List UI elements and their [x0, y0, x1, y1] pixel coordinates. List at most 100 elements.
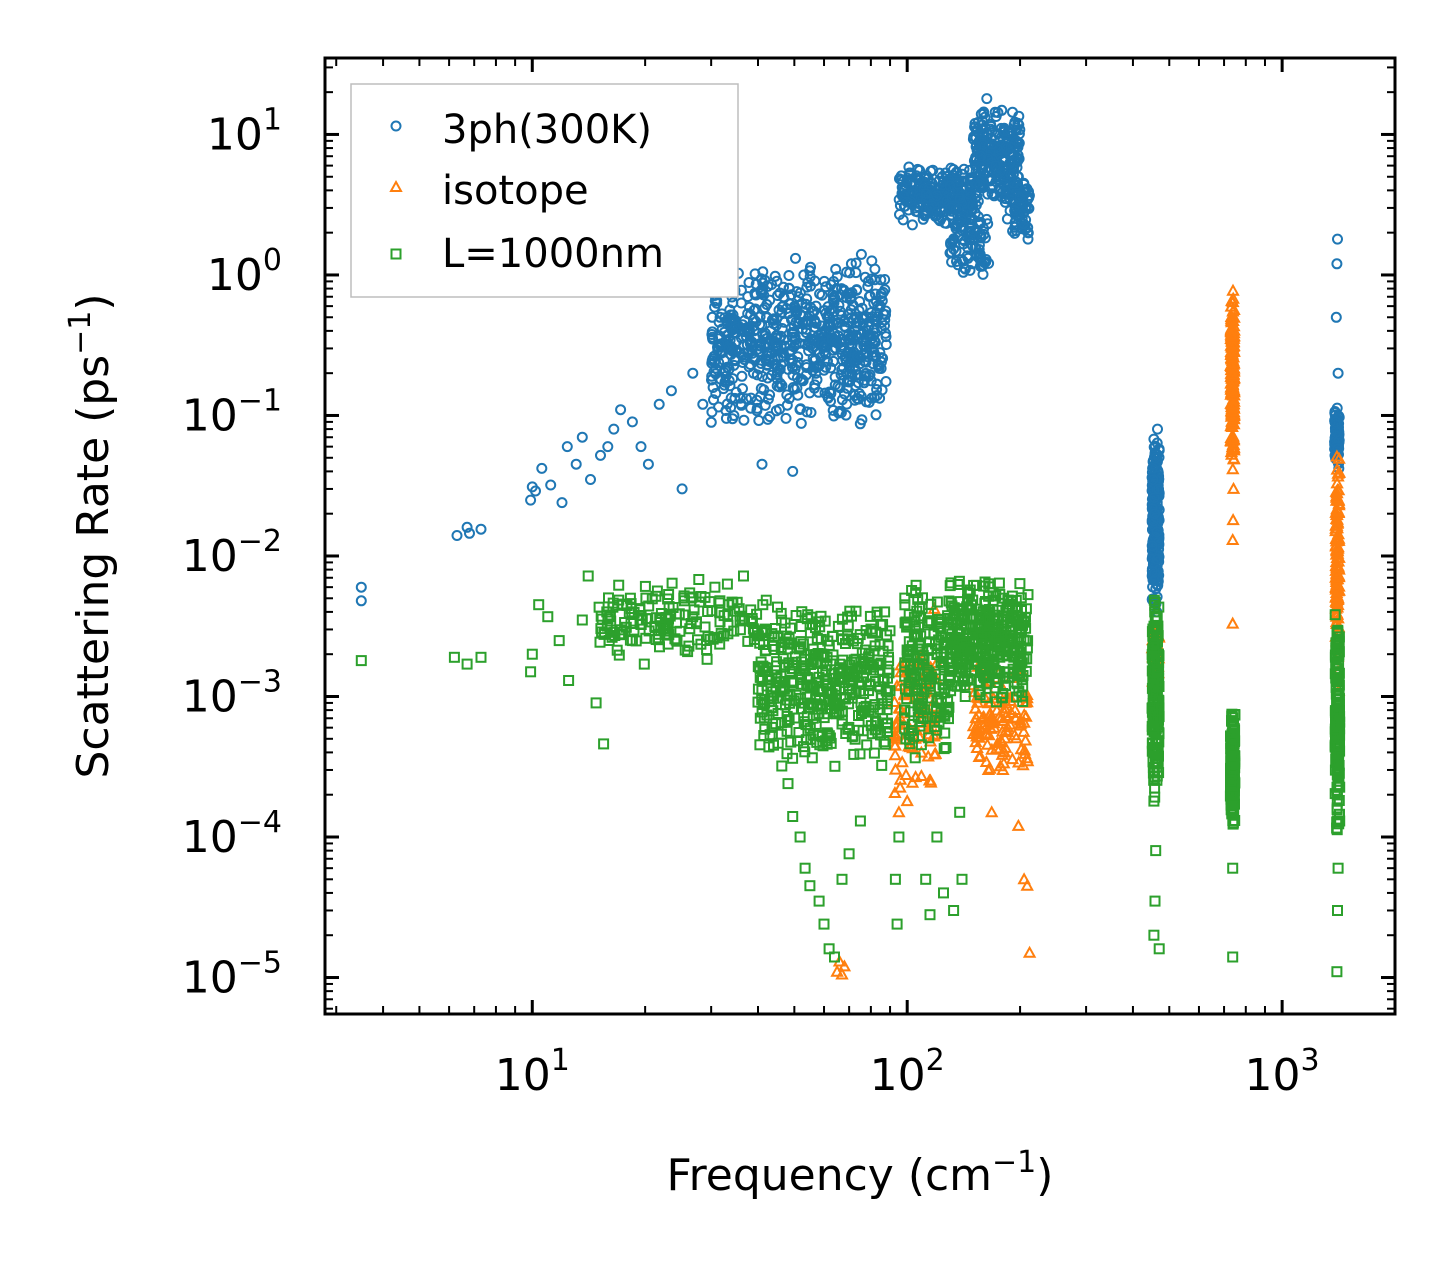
- point-circle-1353: [1004, 194, 1016, 206]
- point-circle-1701: [355, 595, 367, 607]
- point-circle-1708: [530, 485, 541, 497]
- point-circle-661: [801, 319, 813, 330]
- point-square-497: [852, 632, 864, 644]
- point-circle-1700: [355, 581, 367, 593]
- point-square-51: [692, 634, 703, 646]
- point-square-142: [691, 618, 702, 630]
- point-circle-631: [778, 351, 789, 363]
- point-circle-675: [814, 348, 825, 360]
- point-square-1674: [1227, 951, 1239, 963]
- point-circle-588: [755, 286, 767, 298]
- point-triangle-181: [1021, 754, 1035, 767]
- point-circle-1729: [714, 311, 726, 323]
- point-circle-1291: [978, 169, 990, 181]
- point-triangle-545: [1329, 511, 1344, 524]
- point-triangle-404: [1226, 437, 1241, 450]
- point-triangle-398: [1226, 462, 1240, 475]
- point-circle-465: [786, 314, 797, 326]
- point-square-490: [771, 660, 783, 672]
- point-square-579: [758, 712, 770, 724]
- point-triangle-582: [1017, 872, 1031, 885]
- point-circle-1764: [965, 218, 977, 230]
- point-circle-692: [752, 343, 763, 355]
- point-square-339: [829, 760, 841, 772]
- point-circle-685: [830, 283, 842, 295]
- point-square-44: [721, 578, 733, 590]
- point-circle-1206: [985, 118, 997, 130]
- point-circle-912: [902, 174, 914, 186]
- point-square-545: [830, 680, 842, 692]
- point-square-336: [779, 637, 791, 648]
- point-circle-676: [769, 270, 781, 282]
- point-square-1629: [563, 675, 575, 686]
- point-circle-690: [737, 383, 748, 395]
- point-triangle-186: [1018, 746, 1032, 759]
- point-circle-1714: [576, 431, 588, 443]
- point-square-502: [845, 676, 857, 688]
- x-tick-label-1: 102: [870, 1043, 945, 1101]
- point-square-491: [754, 637, 766, 649]
- point-circle-351: [770, 405, 782, 417]
- point-square-1662: [893, 831, 905, 843]
- point-square-330: [781, 748, 793, 760]
- point-circle-536: [822, 391, 834, 403]
- point-triangle-161: [1009, 731, 1023, 744]
- point-circle-512: [729, 392, 741, 404]
- point-square-1665: [931, 831, 943, 843]
- point-square-564: [860, 700, 872, 712]
- point-circle-1603: [1146, 545, 1158, 556]
- point-circle-538: [836, 310, 847, 321]
- point-square-532: [843, 698, 855, 710]
- point-triangle-335: [1227, 451, 1241, 464]
- point-square-521: [836, 613, 848, 625]
- point-circle-1731: [728, 410, 740, 421]
- point-square-1658: [843, 848, 855, 860]
- point-square-1661: [891, 918, 903, 930]
- point-circle-497: [706, 326, 718, 338]
- point-circle-1274: [985, 183, 997, 195]
- point-circle-532: [858, 370, 870, 382]
- point-square-537: [756, 694, 768, 706]
- point-square-427: [781, 694, 793, 706]
- point-circle-684: [839, 336, 851, 348]
- point-circle-1045: [957, 234, 969, 245]
- point-square-494: [848, 670, 860, 682]
- point-circle-161: [835, 369, 847, 381]
- data-marks: [355, 93, 1346, 980]
- point-circle-1704: [464, 527, 475, 539]
- series-2: [355, 570, 1346, 978]
- point-circle-1781: [1152, 423, 1163, 435]
- point-square-108: [643, 625, 655, 637]
- point-triangle-54: [914, 768, 929, 781]
- point-circle-1758: [920, 188, 932, 199]
- point-square-534: [795, 621, 807, 632]
- point-circle-1271: [999, 155, 1011, 167]
- point-square-566: [862, 715, 874, 727]
- point-triangle-442: [1224, 327, 1238, 340]
- point-circle-643: [785, 289, 797, 301]
- point-triangle-152: [976, 720, 990, 733]
- point-square-1654: [818, 918, 830, 930]
- point-circle-563: [757, 266, 769, 278]
- point-square-683: [899, 592, 911, 604]
- point-square-1670: [1148, 929, 1160, 941]
- point-circle-1368: [1017, 186, 1029, 198]
- point-circle-850: [927, 164, 939, 176]
- point-square-151: [714, 606, 726, 618]
- point-square-565: [811, 698, 823, 710]
- point-circle-1770: [990, 160, 1001, 172]
- point-square-155: [723, 599, 735, 611]
- point-circle-529: [879, 320, 890, 332]
- point-square-1620: [355, 655, 367, 667]
- point-square-156: [607, 601, 619, 613]
- point-square-357: [772, 601, 783, 613]
- point-circle-677: [851, 350, 863, 362]
- point-square-901: [1014, 578, 1026, 590]
- point-triangle-70: [889, 728, 903, 741]
- point-square-1659: [854, 815, 866, 827]
- point-circle-541: [827, 355, 839, 367]
- point-square-1627: [542, 611, 554, 623]
- point-circle-601: [856, 414, 868, 426]
- point-circle-1756: [901, 196, 913, 208]
